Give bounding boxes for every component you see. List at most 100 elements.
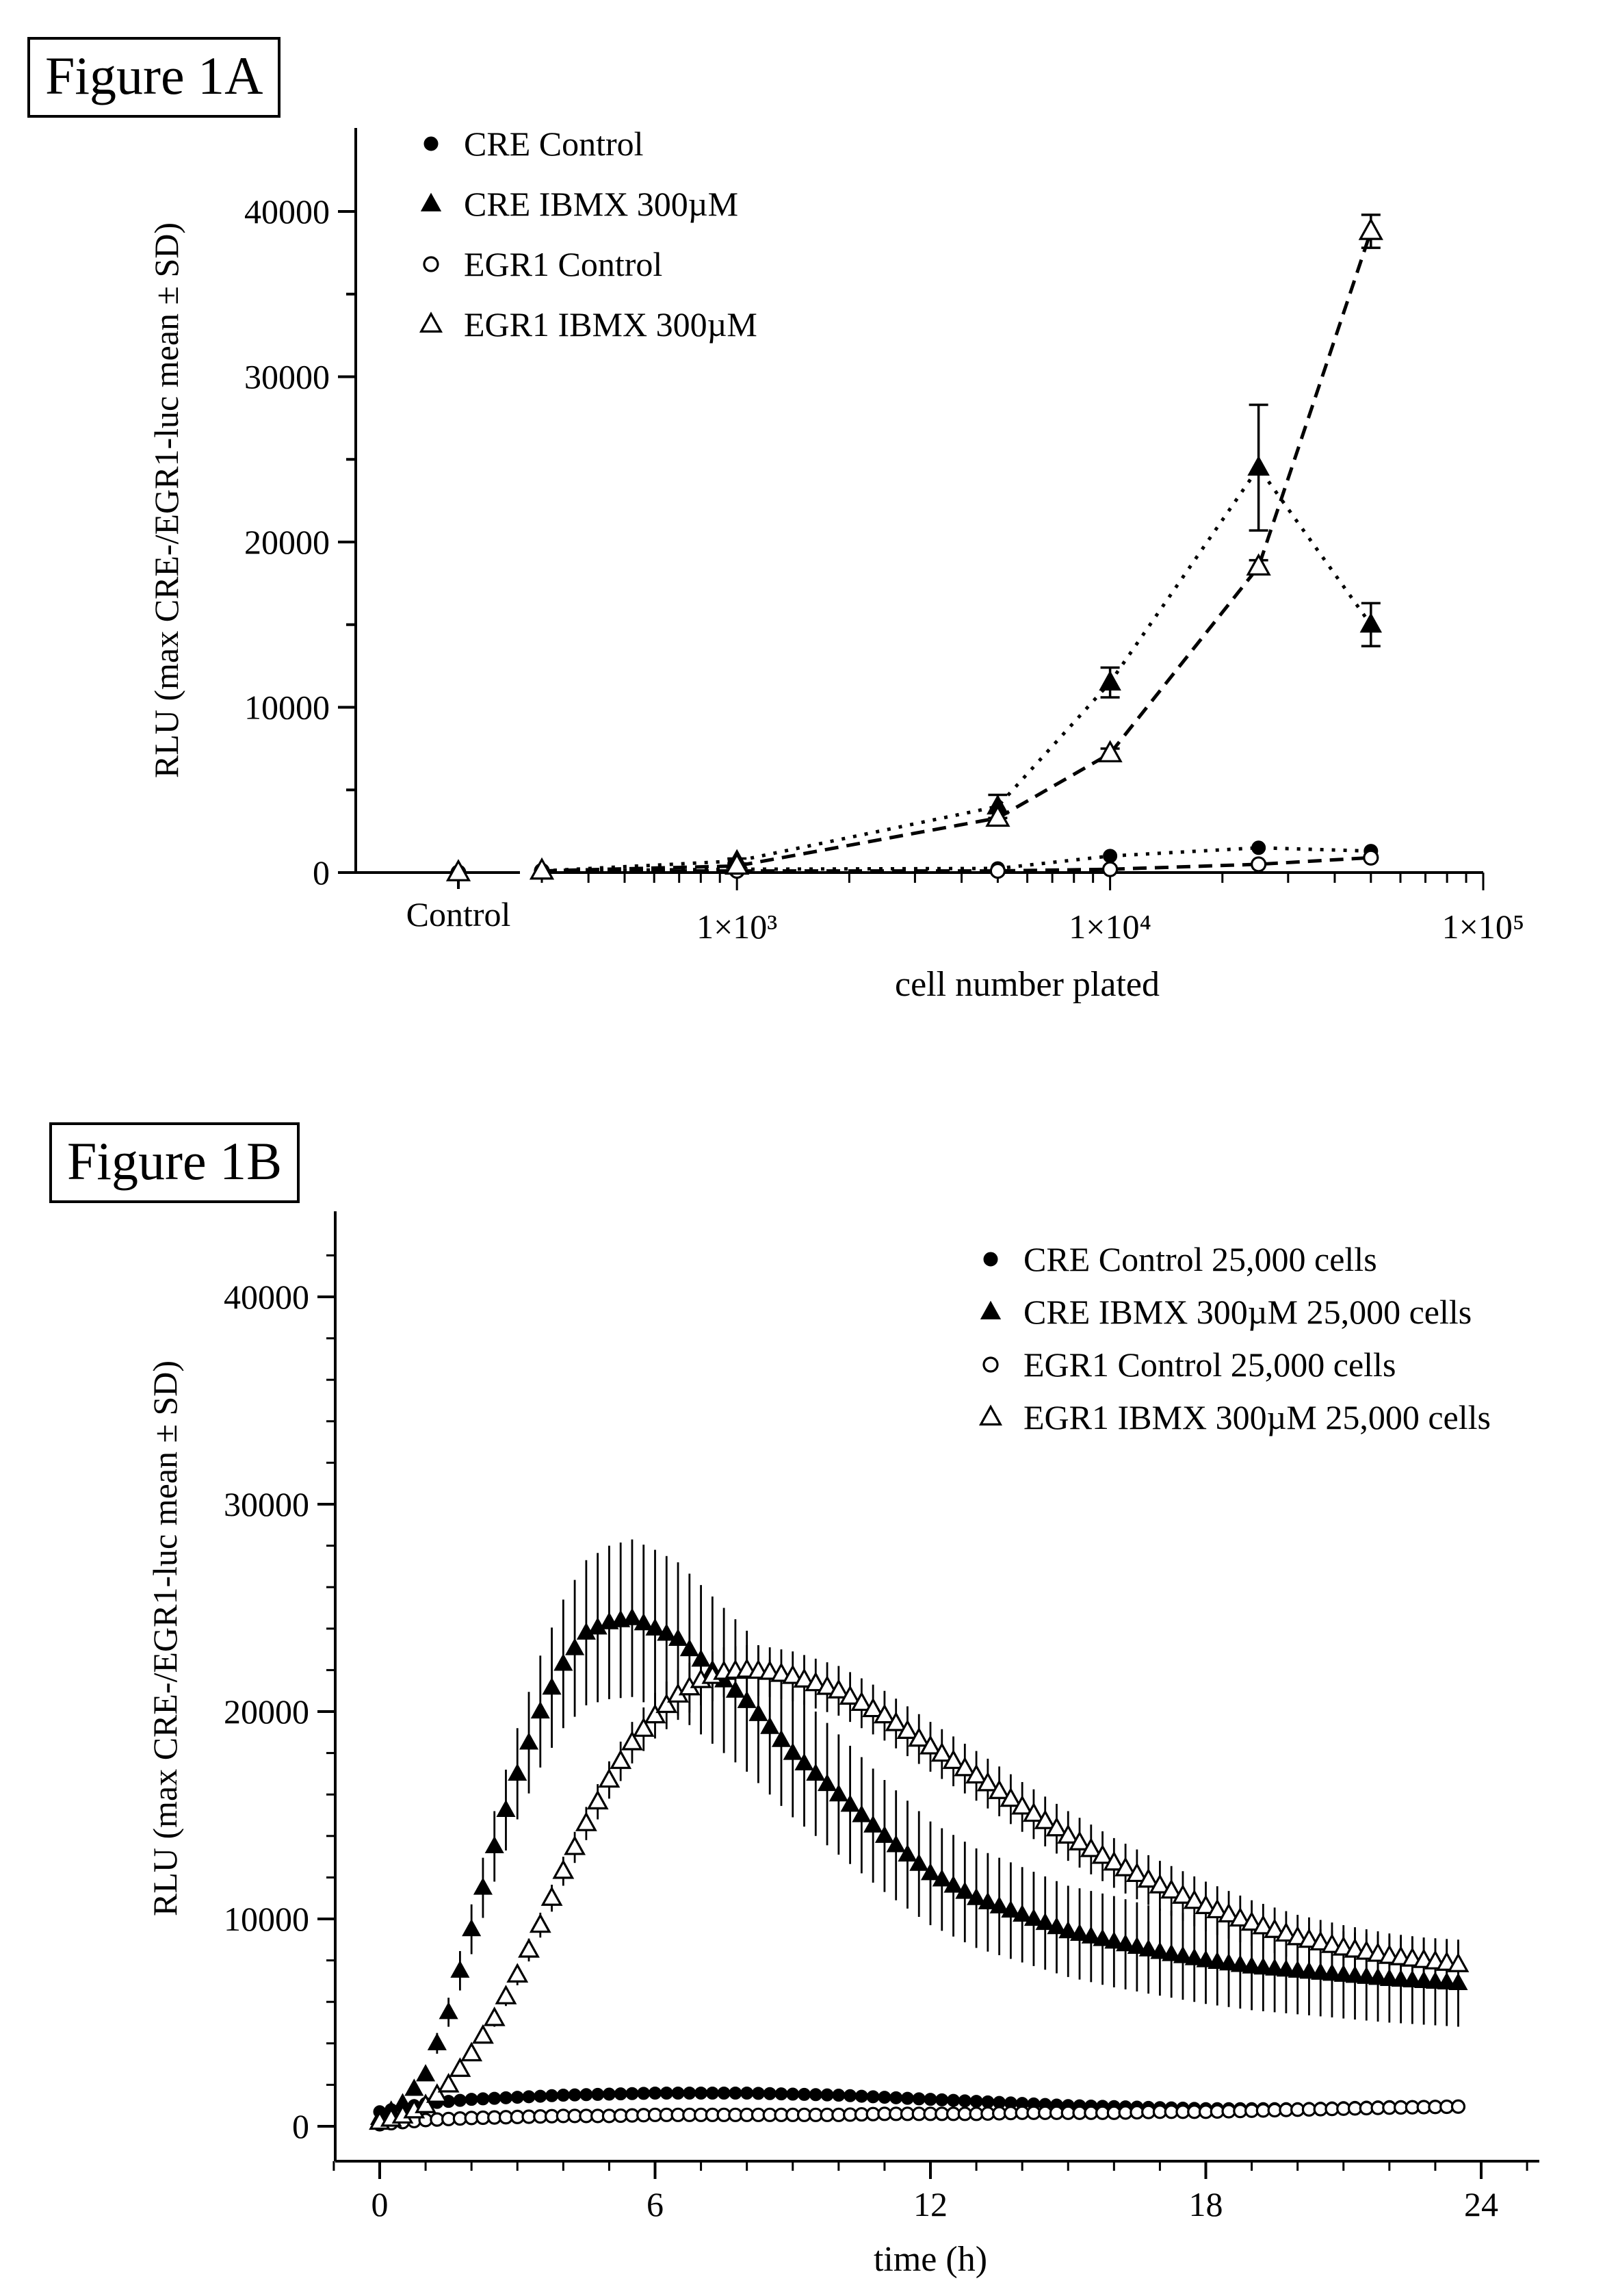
- data-point: [484, 1835, 504, 1854]
- data-point: [889, 2091, 903, 2104]
- series-line: [541, 846, 1371, 873]
- data-point: [1099, 670, 1121, 691]
- data-point: [1359, 612, 1383, 633]
- data-point: [828, 1784, 848, 1802]
- data-point: [1298, 1928, 1320, 1948]
- data-point: [954, 1756, 976, 1777]
- data-point: [737, 1690, 757, 1708]
- series-line: [542, 855, 1371, 873]
- data-point: [896, 1719, 919, 1739]
- data-point: [863, 1815, 883, 1833]
- data-point: [1240, 1911, 1263, 1931]
- chart-1a: 0 10000 20000 30000 40000 RLU (max CRE-/EGR1-…: [147, 125, 1524, 1004]
- data-point: [1218, 1902, 1240, 1923]
- data-point: [1299, 1961, 1319, 1979]
- data-point: [508, 1763, 527, 1781]
- data-point: [579, 2088, 593, 2102]
- legend-marker: [423, 136, 439, 151]
- data-point: [798, 2087, 811, 2101]
- data-point: [614, 2087, 627, 2101]
- y-axis-title: RLU (max CRE-/EGR1-luc mean ± SD): [147, 222, 185, 778]
- legend-1a: CRE Control CRE IBMX 300µM EGR1 Control EGR…: [419, 125, 757, 344]
- data-point: [781, 1664, 804, 1684]
- data-point: [1447, 1952, 1470, 1972]
- data-point: [1058, 1921, 1078, 1939]
- data-point: [496, 1799, 516, 1818]
- data-point: [1001, 1900, 1021, 1918]
- data-point: [679, 1638, 699, 1657]
- data-point: [1311, 1962, 1331, 1980]
- legend-marker: [978, 1404, 1003, 1426]
- data-point: [518, 1938, 540, 1958]
- data-point: [1101, 861, 1119, 877]
- data-point: [878, 2091, 891, 2104]
- data-point: [930, 1742, 953, 1762]
- data-point: [1137, 1868, 1160, 1888]
- data-point: [1162, 1944, 1182, 1961]
- data-point: [832, 2089, 846, 2102]
- y-axis-title: RLU (max CRE-/EGR1-luc mean ± SD): [146, 1360, 184, 1916]
- x-tick-label: 1×10⁵: [1442, 907, 1525, 946]
- data-point: [1208, 1951, 1227, 1969]
- data-point: [919, 1735, 941, 1755]
- data-point: [602, 2087, 616, 2101]
- data-point: [1265, 1958, 1285, 1976]
- data-point: [850, 1691, 873, 1712]
- data-point: [1013, 1904, 1032, 1922]
- data-point: [1093, 1929, 1112, 1946]
- y-tick-label: 0: [292, 2107, 309, 2145]
- y-tick-label: 30000: [224, 1485, 309, 1523]
- data-point: [1246, 553, 1271, 576]
- y-tick-label: 20000: [244, 523, 330, 561]
- data-point: [522, 2090, 536, 2104]
- data-point: [1358, 218, 1383, 240]
- data-point: [1230, 1955, 1250, 1972]
- legend-label: EGR1 IBMX 300µM: [464, 305, 757, 344]
- data-point: [510, 2091, 524, 2104]
- data-point: [586, 1790, 609, 1809]
- data-point: [783, 1742, 802, 1760]
- y-tick-label: 10000: [244, 688, 330, 727]
- data-point: [472, 2024, 494, 2044]
- data-point: [1251, 856, 1267, 873]
- data-point: [1081, 1926, 1101, 1944]
- data-point: [1069, 1923, 1090, 1942]
- series-cre-ibmx-300-m-25-000-cells: [369, 1539, 1468, 2125]
- data-point: [1333, 1964, 1353, 1982]
- series-line: [541, 231, 1373, 873]
- x-control-label: Control: [406, 895, 511, 933]
- data-point: [1196, 1950, 1216, 1968]
- data-point: [649, 2087, 662, 2100]
- y-tick-label: 30000: [244, 358, 330, 396]
- chart-1b: 0 10000 20000 30000 40000 RLU (max CRE-/EGR1-…: [146, 1211, 1539, 2279]
- data-point: [465, 2093, 478, 2106]
- data-point: [462, 1918, 482, 1937]
- data-point: [740, 2087, 754, 2100]
- control-point: [445, 859, 471, 881]
- data-point: [1206, 1898, 1229, 1919]
- data-point: [660, 2087, 673, 2100]
- data-point: [534, 2089, 547, 2103]
- data-point: [862, 1697, 885, 1718]
- data-point: [942, 1749, 965, 1769]
- data-point: [748, 1703, 768, 1721]
- data-point: [818, 1773, 837, 1792]
- data-point: [1104, 1931, 1124, 1949]
- data-point: [985, 804, 1010, 827]
- data-point: [1116, 1933, 1136, 1952]
- legend-label: EGR1 Control: [464, 245, 662, 283]
- x-tick-label: 1×10⁴: [1069, 907, 1151, 946]
- data-point: [771, 1729, 792, 1747]
- data-point: [806, 1763, 826, 1781]
- data-point: [568, 2088, 582, 2102]
- data-point: [1080, 1837, 1102, 1857]
- series-egr1-ibmx-300-m: [445, 214, 1383, 881]
- data-point: [473, 1877, 493, 1895]
- data-point: [529, 1913, 551, 1933]
- data-point: [460, 2041, 483, 2062]
- data-point: [1357, 1966, 1376, 1984]
- figure-1b-label: Figure 1B: [49, 1122, 300, 1203]
- data-point: [705, 2087, 719, 2100]
- legend-label: CRE Control: [464, 125, 644, 163]
- data-point: [683, 2087, 696, 2100]
